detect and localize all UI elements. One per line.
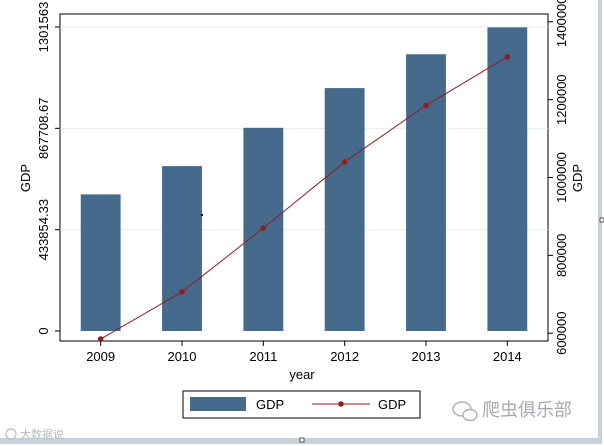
- axes: 2009 2010 2011 2012 2013 2014 0 433854.33 867708…: [36, 0, 569, 364]
- left-axis-title: GDP: [18, 164, 33, 192]
- x-axis-title: year: [289, 367, 315, 382]
- left-tick-label: 0: [36, 327, 51, 334]
- watermark-right-text: 爬虫俱乐部: [482, 400, 572, 421]
- line-point-2014: [504, 54, 511, 60]
- legend-line-marker: [338, 401, 344, 407]
- right-handle: [599, 217, 604, 223]
- right-axis-title: GDP: [570, 164, 585, 192]
- right-tick-label: 1400000: [554, 0, 569, 47]
- x-tick-label: 2012: [330, 349, 359, 364]
- line-point-2012: [341, 159, 348, 165]
- wechat-icon: [452, 401, 478, 422]
- stray-dot: [201, 214, 203, 216]
- line-point-2009: [97, 336, 104, 342]
- x-tick-label: 2009: [86, 349, 115, 364]
- bar-2013: [406, 54, 446, 332]
- right-tick-label: 1000000: [554, 152, 569, 203]
- gdp-line: [100, 56, 508, 340]
- legend-bar-label: GDP: [256, 397, 284, 412]
- grid-lines: [60, 26, 548, 231]
- line-series: [97, 54, 511, 342]
- x-tick-label: 2014: [493, 349, 522, 364]
- bar-series: [80, 27, 528, 332]
- plot-area: [59, 13, 549, 342]
- watermark-left-text: 大数据说: [20, 427, 64, 441]
- bar-2010: [162, 166, 202, 331]
- legend-line-label: GDP: [378, 397, 406, 412]
- line-point-2013: [423, 102, 429, 109]
- right-tick-label: 1200000: [554, 74, 569, 125]
- right-tick-label: 800000: [554, 234, 569, 277]
- x-tick-label: 2013: [412, 349, 441, 364]
- line-point-2011: [260, 225, 267, 231]
- bar-2014: [487, 27, 528, 332]
- watermark-left-icon: [5, 428, 17, 440]
- x-tick-label: 2011: [249, 349, 277, 364]
- line-point-2010: [179, 289, 185, 295]
- legend-bar-swatch: [190, 397, 246, 411]
- bar-2009: [80, 194, 121, 331]
- right-tick-label: 600000: [554, 312, 569, 355]
- left-tick-label: 1301563: [36, 2, 51, 53]
- bottom-handle: [299, 437, 305, 443]
- bar-2012: [324, 88, 365, 332]
- x-tick-label: 2010: [168, 349, 197, 364]
- left-tick-label: 433854.33: [36, 199, 51, 260]
- left-tick-label: 867708.67: [36, 98, 51, 159]
